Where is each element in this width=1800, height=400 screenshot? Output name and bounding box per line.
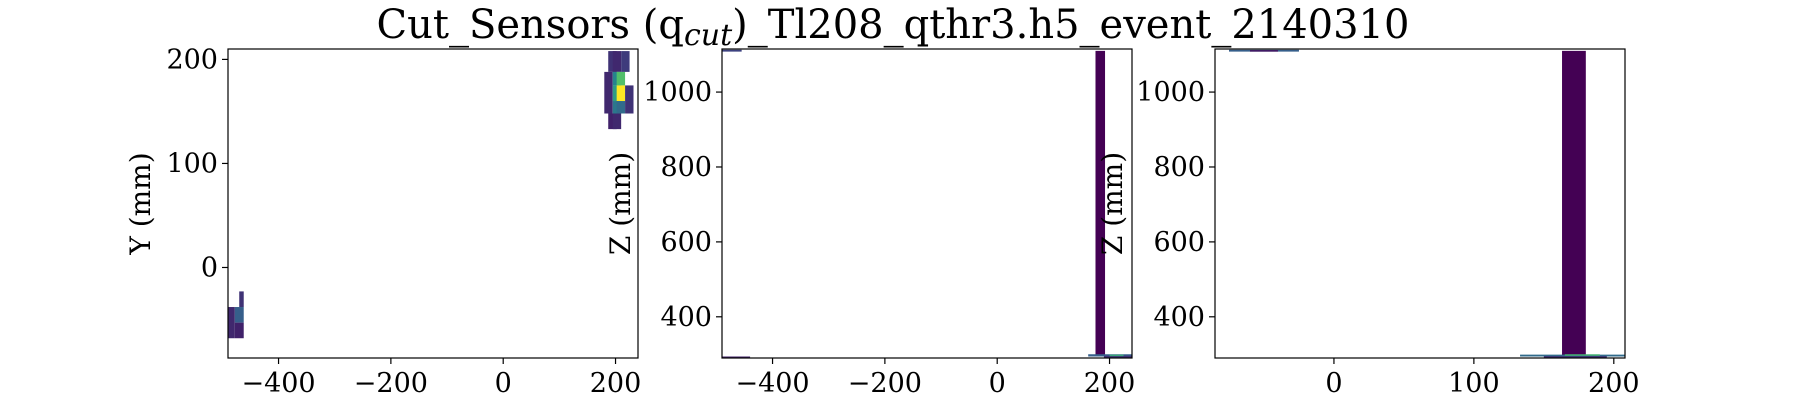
title-subscript: cut [684,18,733,53]
heatmap-cell [722,356,751,358]
plot-frame [1214,48,1626,359]
heatmap-cell [234,307,244,323]
plot-frame [227,48,639,359]
heatmap-cell [1564,354,1600,356]
panel-3: 0 100 200 400 600 800 1000 Z (mm) [1096,48,1640,399]
x-tick-label: −400 [735,368,809,399]
title-main: Cut_Sensors (q [377,2,684,48]
heatmap-cell [1249,50,1278,52]
y-tick-label: 600 [660,227,712,258]
heatmap-cell [1543,356,1607,358]
heatmap-cell [608,51,617,72]
plot-frame [721,48,1133,359]
x-tick-label: 0 [989,368,1006,399]
x-tick-label: 0 [495,368,512,399]
figure-title: Cut_Sensors (qcut)_Tl208_qthr3.h5_event_… [377,2,1410,53]
y-tick-label: 400 [1153,302,1205,333]
x-tick-label: −400 [241,368,315,399]
y-tick-label: 400 [660,302,712,333]
y-tick-label: 1000 [643,77,712,108]
heatmap-cells [1228,49,1625,358]
x-tick-label: 100 [1448,368,1500,399]
x-tick-label: 0 [1325,368,1342,399]
y-axis-label: Y (mm) [124,152,157,255]
x-tick-label: −200 [848,368,922,399]
x-tick-label: −200 [354,368,428,399]
y-axis-label: Z (mm) [604,152,637,255]
heatmap-cell [239,291,244,308]
heatmap-cell [612,113,622,130]
y-tick-label: 1000 [1136,77,1205,108]
heatmap-cell [604,71,613,114]
x-tick-label: 200 [1588,368,1640,399]
heatmap-cell [621,51,630,72]
y-tick-label: 800 [1153,152,1205,183]
heatmap-cell [616,71,626,86]
heatmap-cells [228,51,634,339]
x-tick-label: 200 [1084,368,1136,399]
y-tick-label: 600 [1153,227,1205,258]
panel-1: −400 −200 0 200 0 100 200 Y (mm) [124,44,641,399]
heatmap-cell [1562,50,1586,356]
heatmap-cell [1109,354,1124,357]
heatmap-cell [234,322,244,339]
heatmap-cell [612,51,622,72]
panel-2: −400 −200 0 200 400 600 800 1000 Z (mm) [604,48,1136,399]
title-rest: )_Tl208_qthr3.h5_event_2140310 [732,2,1409,48]
y-axis-label: Z (mm) [1096,152,1129,255]
y-tick-label: 0 [201,252,218,283]
heatmap-cell [722,49,742,52]
heatmap-cell [616,85,626,102]
heatmap-cell [616,101,626,114]
heatmap-cell [228,307,235,339]
y-tick-label: 100 [166,148,218,179]
y-tick-label: 800 [660,152,712,183]
y-tick-label: 200 [166,44,218,75]
heatmap-cell [608,113,617,130]
heatmap-cell [1103,355,1132,358]
x-tick-label: 200 [590,368,642,399]
panels: −400 −200 0 200 0 100 200 Y (mm) −400 −200 0 200 400… [124,44,1640,399]
heatmap-cell [625,85,634,114]
heatmap-cell [1095,50,1106,356]
heatmap-cells [722,49,1132,358]
